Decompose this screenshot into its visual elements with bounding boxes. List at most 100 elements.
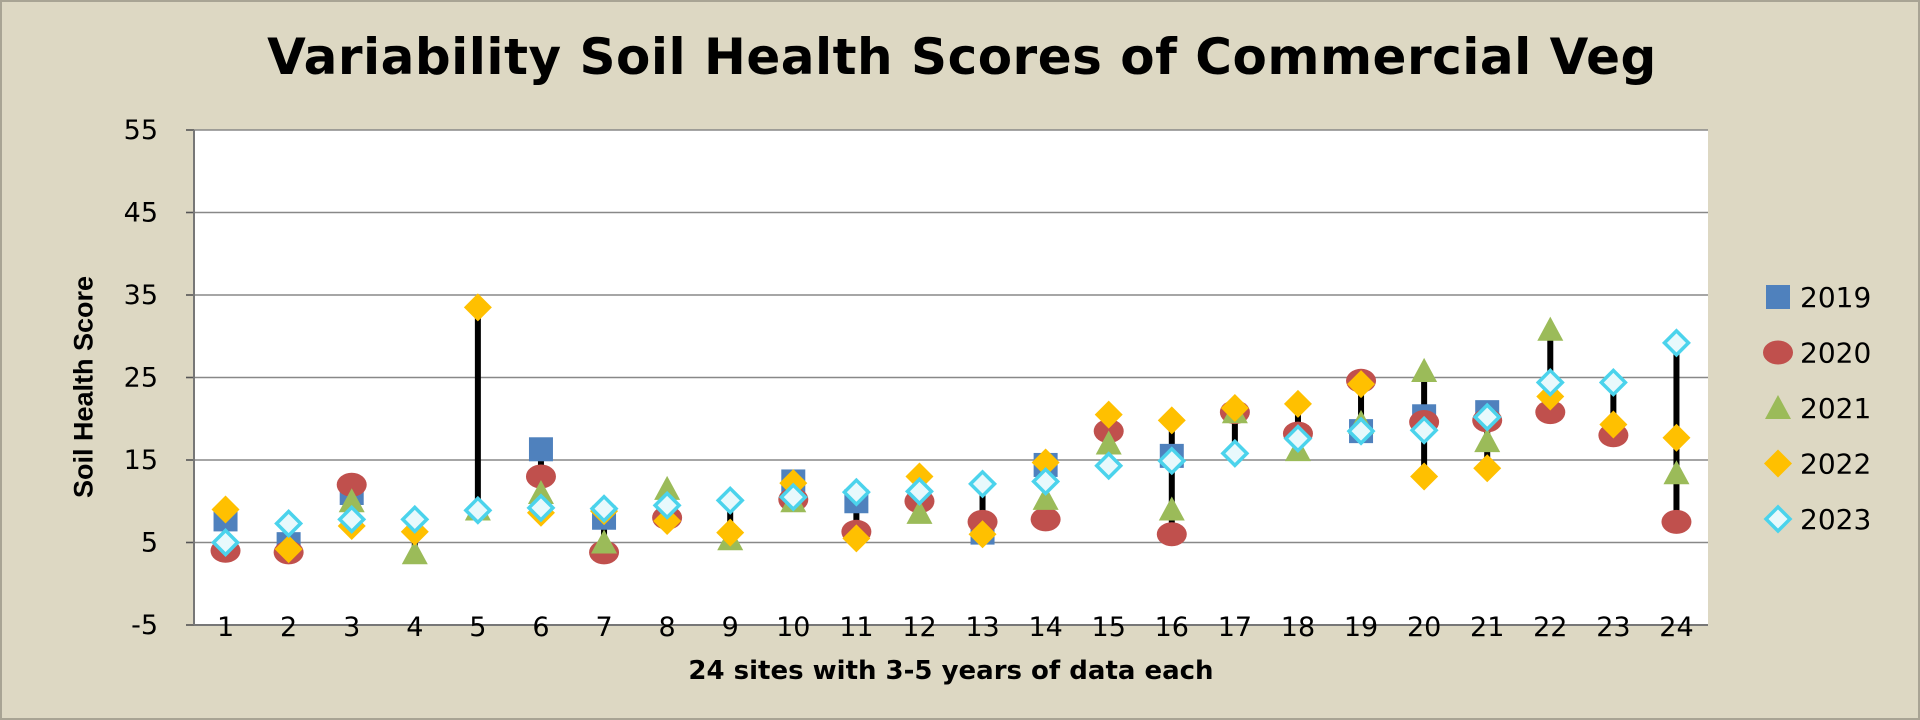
x-tick-label: 6 (532, 612, 549, 643)
x-tick-label: 13 (965, 612, 999, 643)
x-tick-label: 7 (595, 612, 612, 643)
x-tick-label: 5 (469, 612, 486, 643)
data-point-2021 (527, 480, 554, 505)
data-point-2023 (1283, 424, 1313, 454)
x-tick-label: 14 (1028, 612, 1062, 643)
data-point-2023 (1220, 438, 1250, 468)
data-point-2020 (1535, 400, 1566, 425)
data-point-2023 (463, 495, 493, 525)
legend-label: 2022 (1800, 448, 1871, 481)
x-tick-label: 11 (839, 612, 873, 643)
data-point-2023 (1598, 367, 1628, 397)
legend-label: 2020 (1800, 337, 1871, 370)
data-point-2020 (336, 472, 367, 497)
data-point-2021 (1032, 485, 1059, 510)
x-tick-label: 3 (343, 612, 360, 643)
legend-marker-2021 (1765, 395, 1791, 420)
data-point-2022 (1473, 454, 1502, 483)
data-point-2019 (528, 437, 553, 462)
y-tick-label: 45 (124, 198, 158, 229)
data-point-2022 (1283, 389, 1312, 418)
x-tick-label: 15 (1092, 612, 1126, 643)
x-tick-label: 1 (217, 612, 234, 643)
x-tick-label: 17 (1218, 612, 1252, 643)
data-point-2023 (400, 504, 430, 534)
data-point-2023 (968, 469, 998, 499)
data-point-2022 (1410, 462, 1439, 491)
data-point-2022 (463, 293, 492, 322)
data-point-2021 (338, 488, 365, 513)
data-point-2021 (1663, 460, 1690, 485)
chart-title: Variability Soil Health Scores of Commer… (267, 28, 1657, 86)
data-point-2020 (1661, 509, 1692, 534)
data-point-2023 (1157, 446, 1187, 476)
x-axis-label: 24 sites with 3-5 years of data each (688, 656, 1214, 686)
x-tick-label: 24 (1659, 612, 1693, 643)
x-tick-label: 2 (280, 612, 297, 643)
data-point-2023 (211, 528, 241, 557)
x-tick-label: 8 (659, 612, 676, 643)
legend-marker-2019 (1766, 285, 1790, 309)
data-point-2022 (211, 495, 240, 524)
data-point-2021 (1474, 428, 1501, 453)
data-point-2021 (906, 499, 933, 524)
data-point-2023 (1346, 416, 1376, 446)
data-point-2021 (1537, 316, 1564, 341)
x-tick-label: 16 (1155, 612, 1189, 643)
x-tick-label: 21 (1470, 612, 1504, 643)
data-point-2023 (904, 476, 934, 506)
data-point-2020 (1156, 522, 1187, 547)
data-point-2023 (589, 494, 619, 524)
y-tick-label: 25 (124, 363, 158, 394)
data-point-2022 (1031, 448, 1060, 477)
data-point-2022 (716, 518, 745, 547)
y-tick-label: 5 (141, 528, 158, 559)
data-point-2023 (652, 490, 682, 520)
data-point-2023 (274, 509, 304, 538)
data-point-2022 (274, 535, 303, 564)
data-point-2020 (525, 464, 556, 489)
data-point-2022 (1220, 394, 1249, 423)
x-tick-label: 4 (406, 612, 423, 643)
data-point-2022 (905, 462, 934, 491)
data-point-2022 (1599, 410, 1628, 439)
data-point-2023 (526, 493, 556, 523)
x-tick-label: 23 (1596, 612, 1630, 643)
x-tick-label: 20 (1407, 612, 1441, 643)
data-point-2022 (842, 524, 871, 553)
data-point-2021 (591, 529, 618, 554)
legend-label: 2019 (1800, 281, 1871, 314)
legend-label: 2021 (1800, 392, 1871, 425)
data-point-2022 (1094, 400, 1123, 429)
legend-label: 2023 (1800, 503, 1871, 536)
data-point-2021 (1158, 496, 1185, 521)
data-point-2023 (1031, 466, 1061, 496)
y-tick-label: 35 (124, 280, 158, 311)
data-point-2023 (715, 485, 745, 515)
x-tick-label: 9 (722, 612, 739, 643)
data-point-2021 (1095, 430, 1122, 455)
x-tick-label: 22 (1533, 612, 1567, 643)
data-point-2022 (1662, 423, 1691, 452)
data-point-2023 (1661, 328, 1691, 358)
data-point-2023 (1409, 415, 1439, 445)
data-point-2022 (968, 520, 997, 549)
data-point-2020 (1030, 507, 1061, 532)
legend-marker-2022 (1764, 449, 1792, 478)
legend-marker-2020 (1763, 340, 1793, 365)
data-point-2022 (1347, 370, 1376, 399)
legend-marker-2023 (1763, 504, 1793, 534)
data-point-2023 (1535, 367, 1565, 397)
x-tick-label: 12 (902, 612, 936, 643)
x-tick-label: 19 (1344, 612, 1378, 643)
data-point-2023 (841, 477, 871, 507)
data-point-2021 (1411, 357, 1438, 382)
data-point-2023 (778, 482, 808, 512)
y-tick-label: -5 (131, 610, 158, 641)
data-point-2023 (337, 504, 367, 534)
data-point-2023 (1094, 451, 1124, 481)
data-point-2021 (401, 540, 428, 565)
data-point-2021 (654, 475, 681, 500)
